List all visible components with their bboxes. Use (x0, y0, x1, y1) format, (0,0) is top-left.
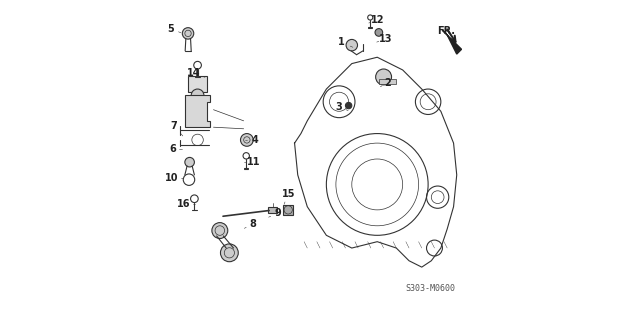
Polygon shape (379, 79, 396, 84)
Text: 2: 2 (385, 78, 391, 88)
Polygon shape (284, 205, 293, 215)
Text: 6: 6 (169, 144, 176, 155)
Text: 3: 3 (336, 101, 342, 112)
Circle shape (191, 89, 204, 102)
Circle shape (241, 134, 253, 146)
Circle shape (182, 28, 194, 39)
Text: 4: 4 (252, 135, 259, 145)
Circle shape (185, 157, 195, 167)
Text: 5: 5 (167, 24, 174, 34)
Circle shape (346, 102, 352, 109)
Text: 1: 1 (338, 37, 345, 47)
Polygon shape (269, 207, 277, 213)
Text: 7: 7 (170, 121, 177, 131)
Circle shape (212, 223, 228, 238)
Text: 16: 16 (177, 198, 191, 209)
Circle shape (346, 39, 358, 51)
Text: 8: 8 (249, 219, 256, 229)
Text: 10: 10 (165, 173, 179, 183)
Text: 12: 12 (371, 15, 385, 25)
Polygon shape (442, 30, 461, 54)
Text: 15: 15 (282, 189, 295, 199)
Text: S303-M0600: S303-M0600 (406, 284, 456, 293)
Text: 11: 11 (248, 157, 261, 167)
Circle shape (375, 29, 383, 36)
Polygon shape (188, 76, 207, 92)
Circle shape (376, 69, 392, 85)
Text: 13: 13 (379, 34, 392, 44)
Polygon shape (185, 95, 211, 127)
Text: 9: 9 (275, 208, 281, 218)
Circle shape (220, 244, 238, 262)
Text: 14: 14 (187, 68, 200, 78)
Text: FR.: FR. (436, 26, 454, 36)
